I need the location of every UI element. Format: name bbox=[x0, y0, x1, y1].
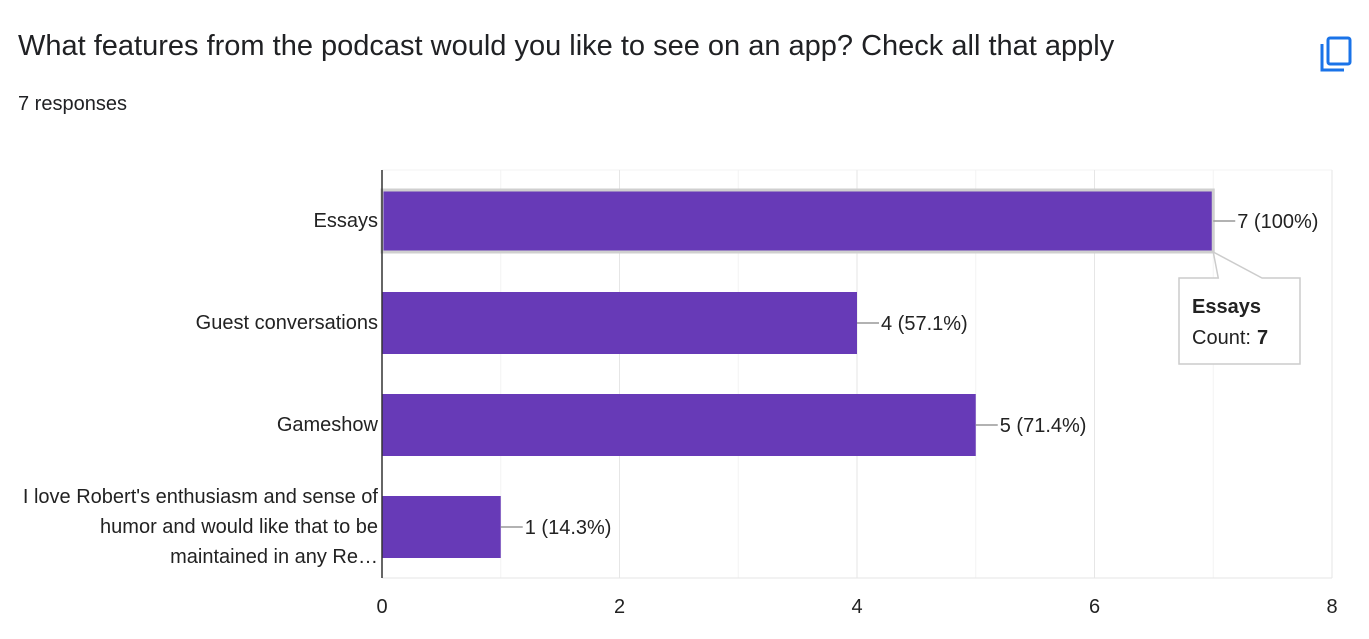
x-tick-label: 2 bbox=[614, 596, 625, 618]
bar bbox=[382, 394, 976, 456]
x-tick-label: 8 bbox=[1326, 596, 1337, 618]
category-label: Essays bbox=[313, 210, 378, 232]
category-label: Gameshow bbox=[276, 414, 378, 436]
value-label: 4 (57.1%) bbox=[881, 313, 968, 335]
copy-icon[interactable] bbox=[1320, 36, 1352, 72]
x-tick-label: 4 bbox=[851, 596, 862, 618]
question-title: What features from the podcast would you… bbox=[18, 30, 1115, 62]
tooltip: Essays Count: 7 bbox=[1178, 250, 1301, 365]
value-label: 5 (71.4%) bbox=[1000, 415, 1087, 437]
tooltip-line: Count: 7 bbox=[1192, 327, 1268, 349]
response-count: 7 responses bbox=[18, 93, 127, 115]
tooltip-label: Count: bbox=[1192, 327, 1251, 349]
tooltip-title: Essays bbox=[1192, 296, 1261, 318]
value-label: 1 (14.3%) bbox=[525, 517, 612, 539]
x-tick-label: 6 bbox=[1089, 596, 1100, 618]
tooltip-value: 7 bbox=[1257, 327, 1268, 349]
category-label: I love Robert's enthusiasm and sense of … bbox=[22, 486, 378, 568]
bar bbox=[382, 496, 501, 558]
category-label: Guest conversations bbox=[195, 312, 378, 334]
bar bbox=[380, 188, 1215, 254]
bar bbox=[382, 292, 857, 354]
x-tick-label: 0 bbox=[376, 596, 387, 618]
value-label: 7 (100%) bbox=[1237, 211, 1318, 233]
tooltip-box bbox=[1178, 250, 1301, 365]
